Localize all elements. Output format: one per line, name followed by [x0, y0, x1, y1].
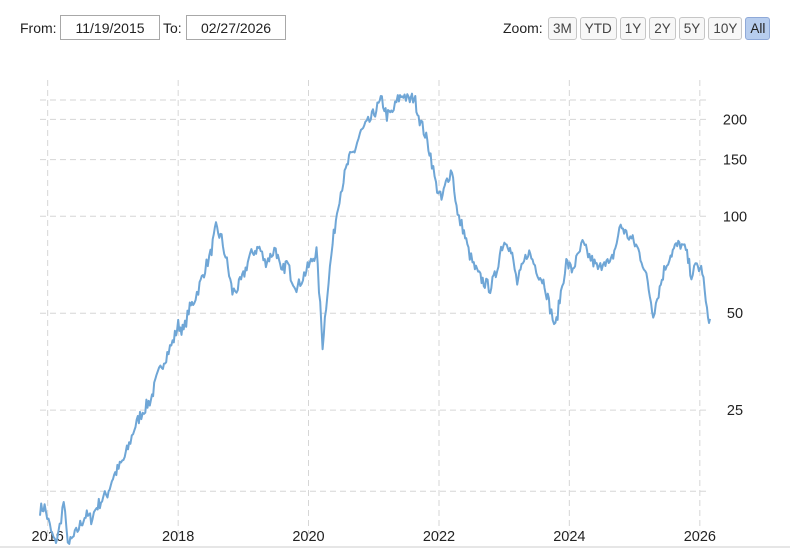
y-tick-label: 25: [727, 403, 743, 419]
y-tick-label: 150: [723, 153, 747, 169]
y-tick-label: 100: [723, 209, 747, 225]
y-tick-label: 200: [723, 112, 747, 128]
from-date-input[interactable]: [60, 15, 160, 40]
zoom-ytd-button[interactable]: YTD: [579, 17, 617, 40]
x-tick-label: 2018: [162, 529, 194, 545]
zoom-5y-button[interactable]: 5Y: [678, 17, 706, 40]
to-date-input[interactable]: [186, 15, 286, 40]
x-tick-label: 2020: [292, 529, 324, 545]
from-label: From:: [20, 20, 57, 36]
zoom-button-group: 3M YTD 1Y 2Y 5Y 10Y All: [548, 17, 771, 40]
x-tick-label: 2022: [423, 529, 455, 545]
zoom-1y-button[interactable]: 1Y: [619, 17, 647, 40]
x-tick-label: 2026: [684, 529, 716, 545]
zoom-10y-button[interactable]: 10Y: [708, 17, 743, 40]
to-label: To:: [163, 20, 182, 36]
zoom-2y-button[interactable]: 2Y: [649, 17, 676, 40]
y-tick-label: 50: [727, 306, 743, 322]
zoom-all-button[interactable]: All: [745, 17, 771, 40]
zoom-label: Zoom:: [503, 20, 543, 36]
x-tick-label: 2024: [553, 529, 585, 545]
price-series-line: [39, 92, 711, 545]
zoom-3m-button[interactable]: 3M: [548, 17, 577, 40]
